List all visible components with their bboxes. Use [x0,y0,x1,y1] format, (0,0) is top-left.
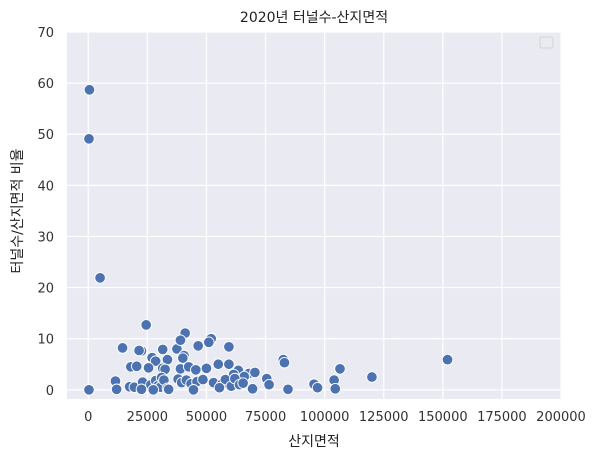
y-axis-title: 터널수/산지면적 비율 [10,148,26,273]
data-point-8 [133,344,145,357]
data-point-39 [278,356,291,369]
chart-title: 2020년 터널수-산지면적 [240,10,388,26]
data-point-23 [142,362,155,374]
legend-box [539,36,554,49]
y-tick-0: 0 [46,384,54,399]
data-point-9 [156,343,169,356]
x-tick-0: 0 [84,410,92,425]
y-tick-50: 50 [37,128,54,143]
x-tick-150000: 150000 [418,410,468,425]
data-point-30 [212,358,225,370]
data-point-79 [213,382,226,394]
y-tick-20: 20 [37,282,54,297]
data-point-14 [192,340,204,352]
x-tick-200000: 200000 [536,410,586,425]
y-tick-30: 30 [37,230,54,245]
data-point-67 [246,383,259,395]
data-point-78 [187,384,200,396]
data-point-12 [203,336,215,349]
x-tick-labels: 0 25000 50000 75000 100000 125000 150000 175000… [84,410,586,425]
data-point-34 [249,366,261,379]
data-point-69 [282,383,294,396]
data-points [83,84,454,396]
data-point-29 [200,362,213,375]
y-tick-60: 60 [37,77,54,92]
data-point-0 [83,84,96,96]
data-point-68 [263,378,275,391]
x-tick-125000: 125000 [359,410,409,425]
x-tick-50000: 50000 [186,410,227,425]
y-tick-70: 70 [37,26,54,41]
data-point-73 [329,383,342,395]
data-point-66 [237,377,249,389]
y-tick-labels: 0 10 20 30 40 50 60 70 [37,26,54,399]
data-point-3 [94,272,106,284]
data-point-13 [174,334,187,346]
x-tick-175000: 175000 [477,410,527,425]
data-point-17 [177,352,189,364]
plot-background [67,32,561,399]
data-point-2 [83,384,95,396]
y-tick-10: 10 [37,333,54,348]
data-point-71 [311,382,324,394]
x-gridlines [87,32,562,399]
y-gridlines [67,31,561,391]
data-point-42 [441,353,454,366]
data-point-4 [140,319,152,331]
data-point-20 [149,355,162,367]
data-point-74 [110,383,123,396]
x-tick-75000: 75000 [245,410,286,425]
data-point-1 [83,133,95,145]
x-tick-25000: 25000 [127,410,168,425]
data-point-77 [162,383,175,396]
data-point-22 [130,360,143,373]
data-point-6 [116,342,129,354]
data-point-31 [223,358,235,370]
x-tick-100000: 100000 [300,410,350,425]
data-point-75 [135,383,148,396]
data-point-41 [366,371,378,383]
y-tick-40: 40 [37,179,54,194]
data-point-40 [334,363,346,375]
x-axis-title: 산지면적 [288,434,340,450]
data-point-76 [147,384,160,396]
data-point-15 [223,341,235,353]
data-point-59 [197,373,209,386]
data-point-28 [190,364,202,376]
